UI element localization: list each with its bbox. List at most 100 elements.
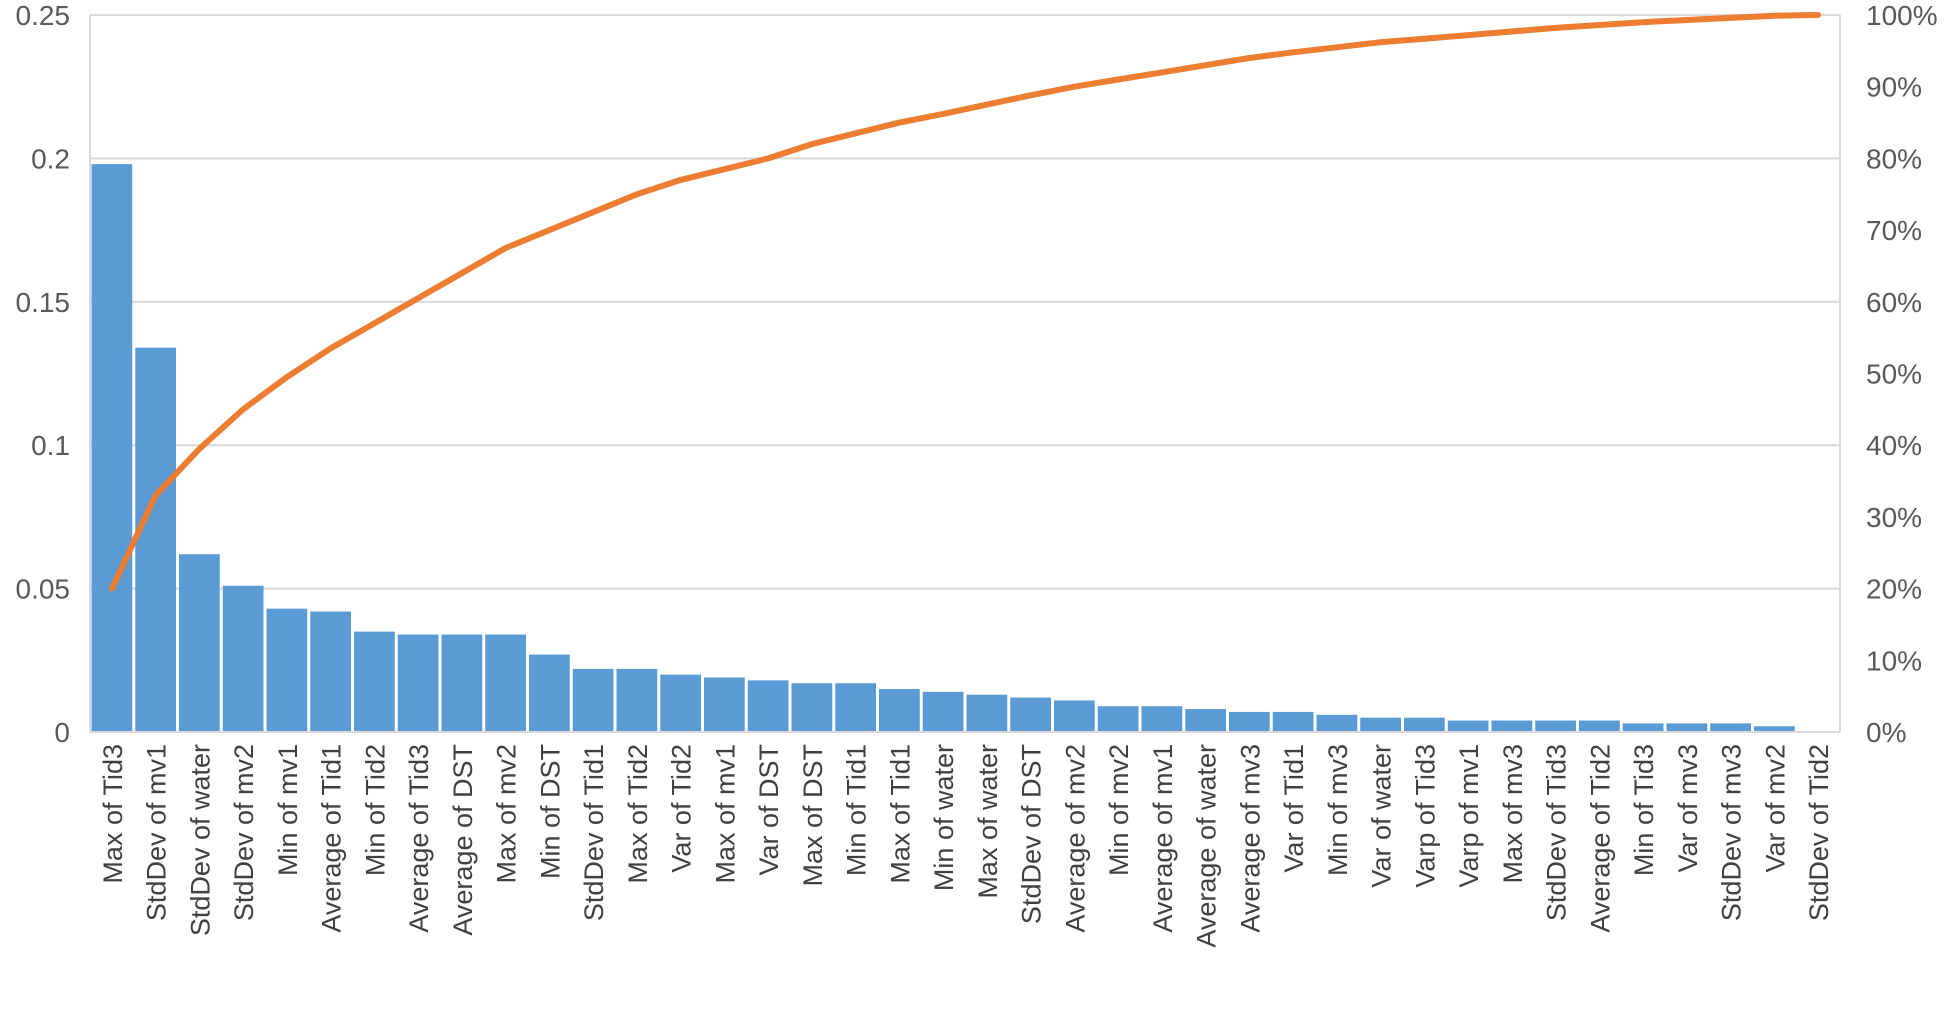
category-label: Min of mv2: [1104, 744, 1134, 876]
category-label: StdDev of water: [185, 744, 215, 936]
category-label: Min of Tid3: [1629, 744, 1659, 876]
y2-tick-label: 60%: [1866, 287, 1922, 318]
bar: [1491, 720, 1533, 732]
category-label: Min of mv1: [273, 744, 303, 876]
axes: [89, 15, 1841, 733]
bar: [1141, 706, 1183, 732]
category-label: StdDev of DST: [1017, 744, 1047, 924]
bar: [1535, 720, 1576, 732]
category-label: StdDev of mv2: [229, 744, 259, 921]
category-label: Average of mv2: [1060, 744, 1090, 933]
bar: [747, 680, 789, 732]
category-label: Average of Tid3: [404, 744, 434, 933]
bar: [1710, 723, 1751, 732]
bar: [485, 634, 526, 732]
bar: [1010, 697, 1051, 732]
bar: [1229, 711, 1270, 732]
bar: [310, 611, 351, 732]
bar: [222, 585, 264, 732]
bar: [441, 634, 483, 732]
category-label: Max of water: [973, 744, 1003, 899]
bar: [660, 674, 701, 732]
y-tick-label: 0.2: [31, 143, 70, 174]
category-label: Min of Tid1: [842, 744, 872, 876]
left-axis-tick-labels: 0 0.05 0.1 0.15 0.2 0.25: [16, 0, 71, 748]
y-tick-label: 0.25: [16, 0, 71, 31]
bar: [1316, 714, 1358, 732]
bar: [922, 691, 964, 732]
y-tick-label: 0.1: [31, 430, 70, 461]
bar: [135, 347, 176, 732]
bar: [704, 677, 745, 732]
bar: [1097, 706, 1139, 732]
y2-tick-label: 70%: [1866, 215, 1922, 246]
category-label: Min of mv3: [1323, 744, 1353, 876]
category-label: Min of Tid2: [360, 744, 390, 876]
category-label: Var of water: [1367, 744, 1397, 888]
bar: [879, 688, 920, 732]
bar: [179, 554, 220, 732]
y2-tick-label: 30%: [1866, 502, 1922, 533]
y2-tick-label: 100%: [1866, 0, 1938, 31]
bar: [791, 683, 833, 732]
category-label: Min of DST: [535, 744, 565, 879]
y2-tick-label: 80%: [1866, 143, 1922, 174]
category-label: Average of Tid1: [317, 744, 347, 933]
y2-tick-label: 20%: [1866, 574, 1922, 605]
y-tick-label: 0.05: [16, 574, 71, 605]
cumulative-line-series: [108, 12, 1822, 592]
bar: [1754, 726, 1795, 732]
bar: [835, 683, 876, 732]
bar: [572, 668, 614, 732]
category-label: Max of mv1: [710, 744, 740, 884]
bar-series: [91, 164, 1795, 733]
right-axis-tick-labels: 0% 10% 20% 30% 40% 50% 60% 70% 80% 90% 100%: [1866, 0, 1938, 748]
bar: [1185, 709, 1226, 732]
category-label: Average of mv1: [1148, 744, 1178, 933]
bar: [1666, 723, 1708, 732]
category-label: Var of mv3: [1673, 744, 1703, 873]
y2-tick-label: 10%: [1866, 645, 1922, 676]
category-label: Varp of Tid3: [1410, 744, 1440, 888]
cumulative-line: [108, 12, 1822, 592]
bar: [1360, 717, 1401, 732]
category-label: Var of Tid1: [1279, 744, 1309, 873]
category-label: Var of DST: [754, 744, 784, 876]
category-label: Var of Tid2: [667, 744, 697, 873]
category-label: Average of mv3: [1235, 744, 1265, 933]
category-label: Max of mv3: [1498, 744, 1528, 884]
y2-tick-label: 40%: [1866, 430, 1922, 461]
category-label: Average of Tid2: [1585, 744, 1615, 933]
y2-tick-label: 50%: [1866, 359, 1922, 390]
bar: [1272, 711, 1314, 732]
bar: [1579, 720, 1620, 732]
category-label: StdDev of Tid2: [1804, 744, 1834, 921]
bar: [1054, 700, 1095, 732]
y2-tick-label: 90%: [1866, 72, 1922, 103]
bar: [397, 634, 439, 732]
category-label: Varp of mv1: [1454, 744, 1484, 888]
category-label: StdDev of mv3: [1717, 744, 1747, 921]
category-tick-labels: Max of Tid3 StdDev of mv1 StdDev of water S…: [98, 744, 1834, 948]
bar: [616, 668, 658, 732]
category-label: StdDev of Tid3: [1542, 744, 1572, 921]
category-label: Max of Tid1: [885, 744, 915, 884]
category-label: Min of water: [929, 744, 959, 891]
category-label: Max of mv2: [492, 744, 522, 884]
y2-tick-label: 0%: [1866, 717, 1906, 748]
category-label: Max of Tid3: [98, 744, 128, 884]
bar: [1404, 717, 1445, 732]
category-label: Average of water: [1192, 744, 1222, 948]
bar: [966, 694, 1008, 732]
y-tick-label: 0: [54, 717, 70, 748]
category-label: Average of DST: [448, 744, 478, 936]
y-tick-label: 0.15: [16, 287, 71, 318]
category-label: StdDev of Tid1: [579, 744, 609, 921]
category-label: Max of Tid2: [623, 744, 653, 884]
bar: [354, 631, 395, 732]
bar: [529, 654, 570, 732]
bar: [91, 164, 133, 733]
bar: [1447, 720, 1489, 732]
